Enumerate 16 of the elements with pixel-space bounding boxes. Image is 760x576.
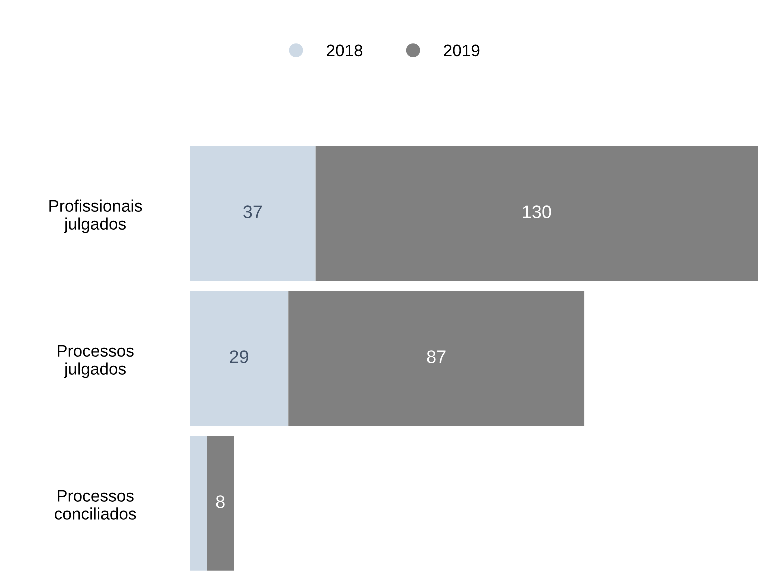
y-tick-label: Profissionais julgados xyxy=(50,200,142,234)
bar xyxy=(207,436,234,571)
data-label: 37 xyxy=(244,206,262,218)
data-label: 29 xyxy=(230,350,249,364)
legend-label: 2019 xyxy=(444,44,480,57)
y-tick-label: Processos conciliados xyxy=(55,490,136,520)
bar xyxy=(190,436,208,571)
y-tick-label: Processos julgados xyxy=(58,345,134,378)
data-label: 87 xyxy=(427,350,446,364)
data-label: 8 xyxy=(216,496,225,508)
bar xyxy=(288,291,585,426)
legend-label: 2018 xyxy=(327,44,363,57)
bar xyxy=(316,146,758,282)
bar xyxy=(190,291,289,426)
bar xyxy=(190,146,316,282)
data-label: 130 xyxy=(523,206,552,218)
